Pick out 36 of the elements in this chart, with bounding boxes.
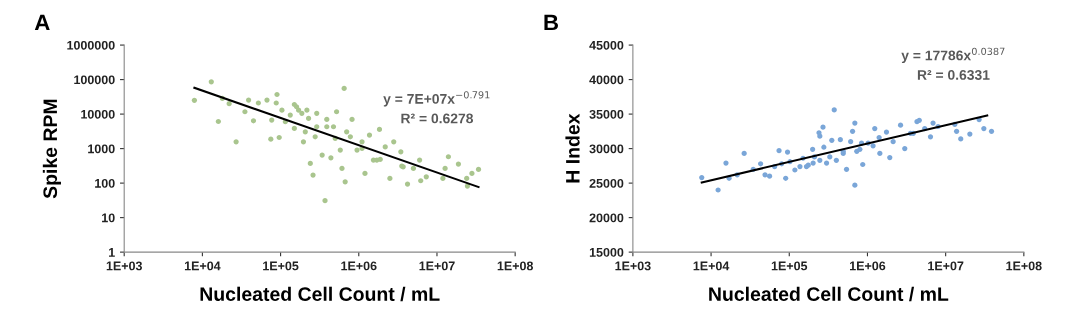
x-tick-label: 1E+07	[419, 261, 455, 271]
x-tick-label: 1E+04	[693, 261, 730, 271]
chart-title: B	[544, 14, 558, 31]
x-tick-label: 1E+05	[263, 261, 299, 271]
y-tick-label: 10000	[81, 109, 115, 119]
y-tick-label: 25000	[589, 178, 624, 188]
y-tick-label: 10	[102, 213, 115, 223]
x-tick-label: 1E+08	[497, 261, 534, 271]
y-tick-label: 15000	[589, 247, 624, 257]
x-axis-title: Nucleated Cell Count / mL	[200, 286, 440, 302]
y-axis-title: H Index	[565, 113, 580, 183]
y-tick-label: 45000	[589, 40, 624, 50]
annotation: R² = 0.6331	[917, 70, 990, 80]
x-tick-label: 1E+07	[928, 261, 964, 271]
y-tick-label: 100	[95, 178, 115, 188]
x-tick-label: 1E+04	[184, 261, 221, 271]
y-tick-label: 35000	[589, 109, 624, 119]
x-tick-label: 1E+06	[850, 261, 886, 271]
chart-title: A	[34, 14, 50, 31]
annotation: y = 17786x$^{0.0387}$	[901, 47, 1005, 64]
annotation: R² = 0.6278	[401, 113, 474, 124]
x-tick-label: 1E+08	[1006, 261, 1042, 271]
y-tick-label: 1	[109, 248, 115, 257]
x-tick-label: 1E+06	[341, 261, 377, 271]
y-tick-label: 20000	[589, 213, 624, 223]
y-tick-label: 1000000	[67, 40, 115, 50]
x-tick-label: 1E+05	[771, 261, 808, 271]
y-axis-title: Spike RPM	[42, 99, 61, 199]
x-tick-label: 1E+03	[106, 261, 142, 271]
x-tick-label: 1E+03	[615, 261, 651, 271]
y-tick-label: 1000	[88, 144, 115, 154]
annotation: y = 7E+07x$^{−0.791}$	[383, 91, 490, 107]
y-tick-label: 100000	[74, 75, 115, 85]
y-tick-label: 30000	[589, 144, 624, 154]
y-tick-label: 40000	[589, 75, 624, 85]
x-axis-title: Nucleated Cell Count / mL	[709, 286, 949, 302]
